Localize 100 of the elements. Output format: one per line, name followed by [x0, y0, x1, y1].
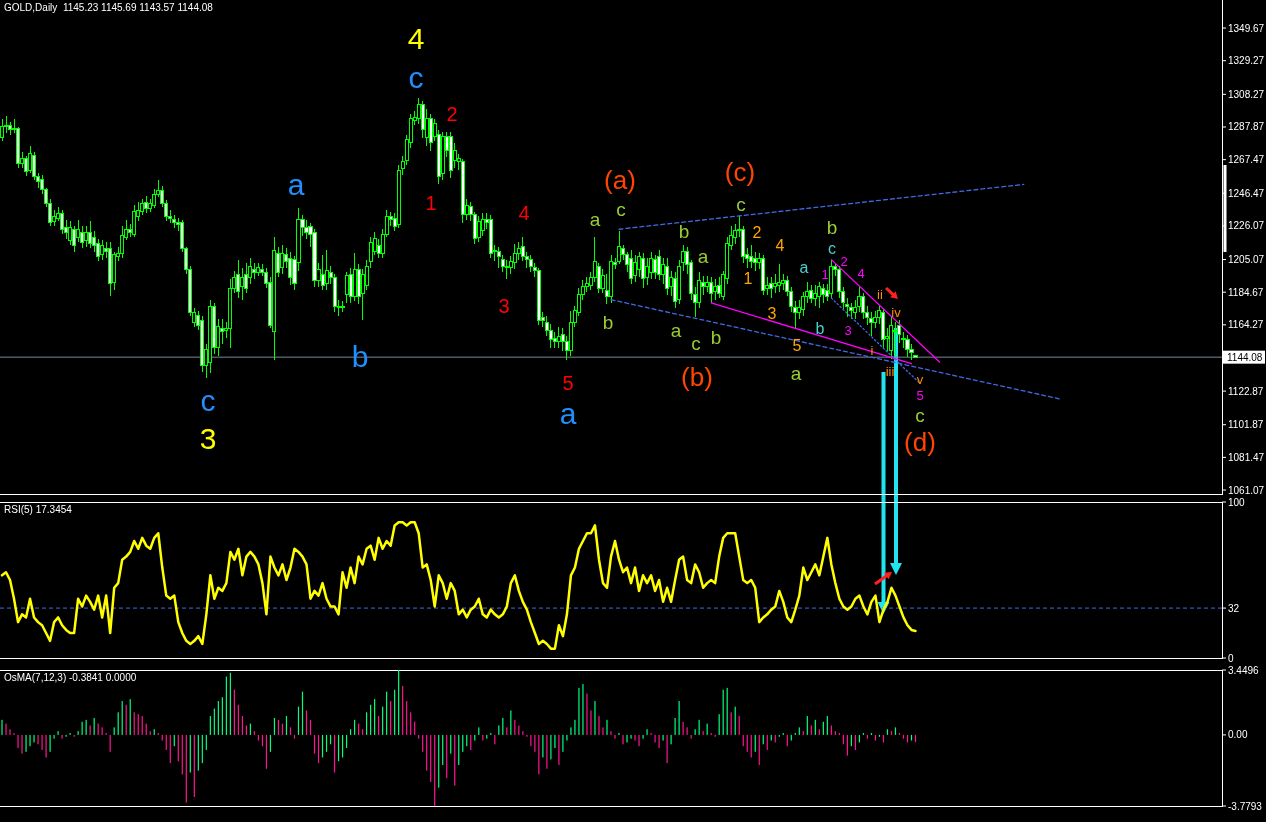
- annotation: c: [408, 60, 424, 94]
- annotation: b: [351, 339, 369, 373]
- annotation: i: [870, 342, 874, 358]
- candlestick: [512, 243, 517, 270]
- y-tick-label: 0: [1228, 652, 1234, 664]
- candlestick: [496, 246, 501, 269]
- line-series: [0, 521, 917, 650]
- candlestick: [428, 113, 433, 152]
- annotation: c: [828, 239, 836, 257]
- y-tick-label: 1308.27: [1228, 88, 1265, 100]
- annotation: b: [710, 326, 722, 348]
- annotation: (b): [681, 362, 713, 393]
- annotation: c: [736, 193, 746, 215]
- annotation: 2: [446, 103, 458, 125]
- y-tick-label: 1246.47: [1228, 187, 1265, 199]
- candlestick: [352, 252, 357, 302]
- annotation: 3: [199, 421, 217, 455]
- candlestick: [208, 299, 213, 374]
- candlestick: [0, 118, 5, 142]
- annotation: 1: [743, 269, 753, 287]
- annotation: c: [915, 404, 925, 426]
- annotation: 3: [498, 295, 510, 317]
- annotation: 5: [792, 336, 802, 354]
- y-tick-label: 1164.27: [1228, 319, 1264, 331]
- annotation: a: [670, 319, 682, 341]
- candlestick: [709, 276, 714, 304]
- y-tick-label: 1329.27: [1228, 55, 1265, 67]
- annotation: a: [287, 167, 305, 201]
- y-tick-label: 1061.07: [1228, 484, 1265, 496]
- annotation: c: [200, 383, 216, 417]
- candlestick: [528, 254, 533, 273]
- candlestick: [713, 278, 718, 301]
- annotation: 3: [767, 304, 777, 322]
- candlestick: [629, 249, 634, 285]
- annotation: b: [826, 216, 838, 238]
- candlestick: [881, 308, 886, 350]
- y-tick-label: 1081.47: [1228, 451, 1265, 463]
- candlestick: [616, 230, 622, 265]
- annotation: (c): [724, 157, 756, 188]
- candlestick: [905, 334, 910, 358]
- annotation: a: [559, 396, 577, 430]
- annotation: 4: [857, 265, 865, 281]
- candlestick: [324, 249, 329, 291]
- candlestick: [556, 326, 561, 349]
- annotation: b: [602, 311, 614, 333]
- y-tick-label: 0.00: [1228, 729, 1248, 741]
- annotation: (a): [604, 165, 636, 196]
- candlestick: [256, 262, 261, 277]
- annotation: v: [916, 371, 924, 387]
- candlestick: [272, 236, 277, 361]
- annotation: 4: [407, 21, 425, 55]
- candlestick: [809, 284, 814, 304]
- candlestick: [280, 244, 285, 275]
- candlestick: [252, 262, 257, 280]
- y-tick-label: -3.7793: [1228, 800, 1263, 812]
- candlestick: [821, 283, 826, 304]
- annotation: 3: [844, 322, 852, 338]
- candlestick: [344, 271, 349, 304]
- candlestick: [236, 259, 241, 299]
- annotation: c: [616, 198, 626, 220]
- candlestick: [817, 281, 822, 309]
- annotation: ii: [877, 286, 883, 302]
- candlestick: [288, 251, 293, 286]
- candlestick: [608, 254, 614, 304]
- candlestick: [144, 195, 149, 214]
- candlestick: [172, 214, 177, 229]
- candlestick: [108, 241, 113, 297]
- annotation: 5: [916, 387, 924, 403]
- y-tick-label: 1101.87: [1228, 419, 1264, 431]
- annotation: b: [678, 220, 690, 242]
- annotation: 2: [840, 253, 848, 269]
- annotation: a: [790, 362, 802, 384]
- annotation: a: [589, 208, 601, 230]
- annotation: b: [815, 319, 825, 337]
- candlestick: [504, 259, 509, 280]
- candlestick: [88, 220, 93, 249]
- chart-title: RSI(5) 17.3454: [4, 504, 73, 515]
- annotation: iii: [885, 363, 895, 379]
- y-tick-label: 3.4496: [1228, 664, 1260, 676]
- annotation: 4: [775, 236, 785, 254]
- annotation: c: [691, 332, 701, 354]
- candlestick: [849, 302, 854, 320]
- y-tick-label: 1267.47: [1228, 154, 1265, 166]
- candlestick: [665, 257, 670, 296]
- candlestick: [460, 158, 465, 224]
- chart-title: OsMA(7,12,3) -0.3841 0.0000: [4, 672, 137, 683]
- candlestick: [100, 239, 105, 261]
- annotation: a: [799, 258, 809, 276]
- annotation: 4: [518, 202, 530, 224]
- candlestick: [633, 254, 638, 283]
- candlestick: [440, 131, 445, 181]
- annotation: a: [697, 245, 709, 267]
- y-tick-label: 1122.87: [1228, 385, 1264, 397]
- y-tick-label: 1184.67: [1228, 286, 1264, 298]
- annotation: 5: [562, 372, 574, 394]
- candlestick: [60, 209, 65, 235]
- candlestick: [84, 225, 89, 248]
- annotation: 1: [821, 266, 829, 282]
- candlestick: [320, 254, 325, 291]
- y-tick-label: 1287.87: [1228, 121, 1265, 133]
